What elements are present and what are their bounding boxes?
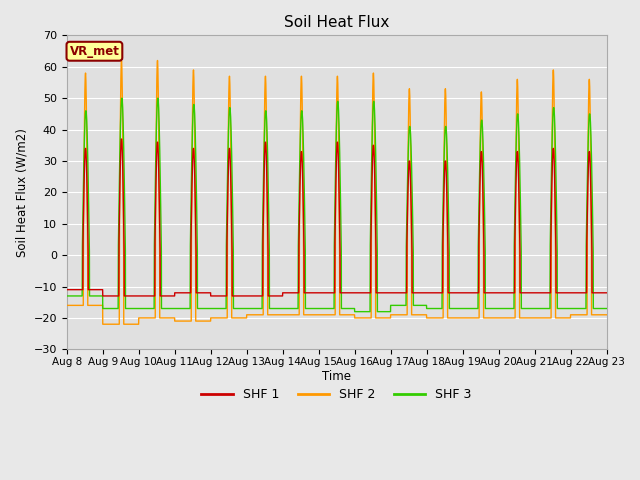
Y-axis label: Soil Heat Flux (W/m2): Soil Heat Flux (W/m2) xyxy=(15,128,28,257)
X-axis label: Time: Time xyxy=(322,370,351,383)
Title: Soil Heat Flux: Soil Heat Flux xyxy=(284,15,389,30)
Legend: SHF 1, SHF 2, SHF 3: SHF 1, SHF 2, SHF 3 xyxy=(196,383,477,406)
Text: VR_met: VR_met xyxy=(70,45,119,58)
